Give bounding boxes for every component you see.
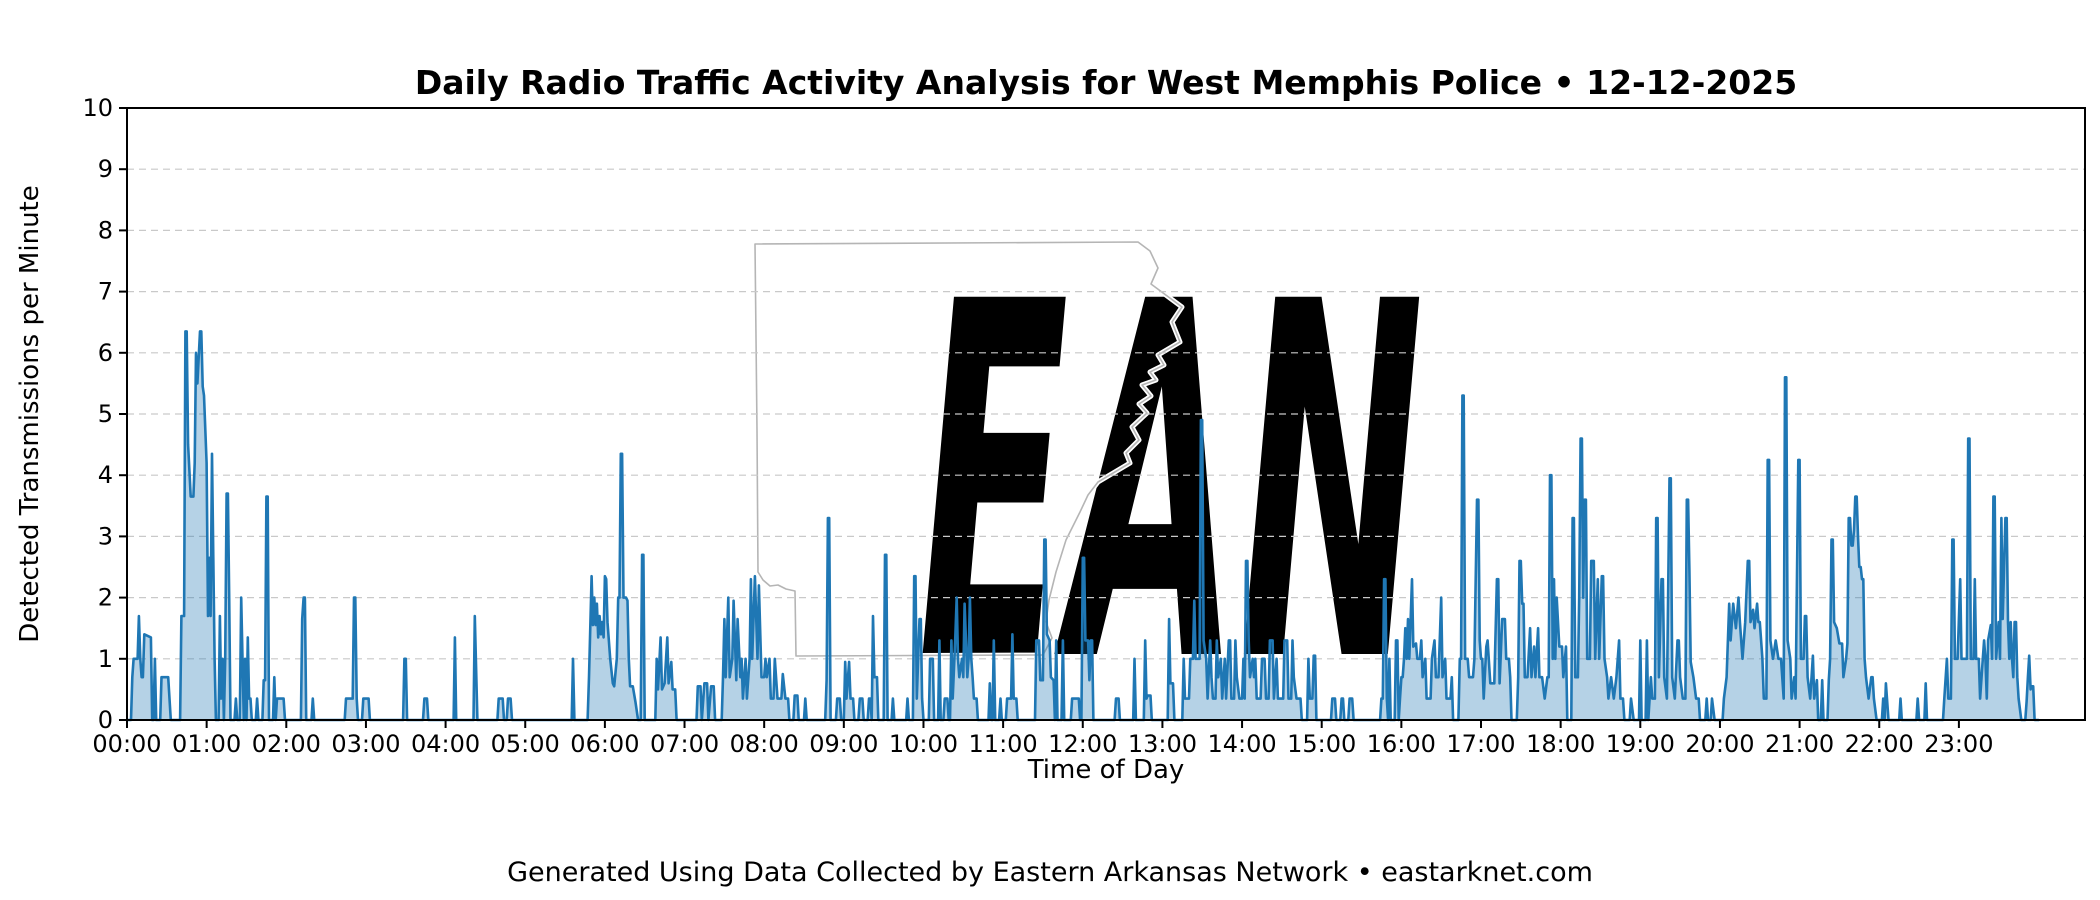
- x-tick-label-01:00: 01:00: [172, 730, 241, 758]
- x-tick-label-17:00: 17:00: [1446, 730, 1515, 758]
- y-tick-label-3: 3: [98, 522, 113, 550]
- y-tick-label-8: 8: [98, 216, 113, 244]
- x-tick-label-16:00: 16:00: [1367, 730, 1436, 758]
- x-tick-label-04:00: 04:00: [411, 730, 480, 758]
- x-tick-label-18:00: 18:00: [1526, 730, 1595, 758]
- x-tick-label-05:00: 05:00: [491, 730, 560, 758]
- y-tick-label-2: 2: [98, 584, 113, 612]
- x-axis-label: Time of Day: [1027, 755, 1185, 785]
- y-tick-label-9: 9: [98, 155, 113, 183]
- x-tick-label-07:00: 07:00: [650, 730, 719, 758]
- x-tick-label-22:00: 22:00: [1845, 730, 1914, 758]
- x-tick-label-14:00: 14:00: [1207, 730, 1276, 758]
- activity-line: [125, 330, 2040, 722]
- x-tick-label-19:00: 19:00: [1606, 730, 1675, 758]
- x-tick-label-09:00: 09:00: [809, 730, 878, 758]
- y-tick-label-5: 5: [98, 400, 113, 428]
- x-tick-label-08:00: 08:00: [730, 730, 799, 758]
- x-tick-label-15:00: 15:00: [1287, 730, 1356, 758]
- arkansas-outline: [754, 241, 1183, 657]
- y-axis-ticks: 0 1 2 3 4 5 6 7 8 9 10: [82, 94, 127, 734]
- x-axis-ticks: 00:00 01:00 02:00 03:00 04:00 05:00 06:00 07:00…: [92, 720, 1993, 758]
- x-tick-label-20:00: 20:00: [1685, 730, 1754, 758]
- y-tick-label-10: 10: [82, 94, 113, 122]
- x-tick-label-00:00: 00:00: [92, 730, 161, 758]
- footer-credit: Generated Using Data Collected by Easter…: [507, 857, 1593, 888]
- x-tick-label-06:00: 06:00: [570, 730, 639, 758]
- y-tick-label-6: 6: [98, 339, 113, 367]
- y-tick-label-4: 4: [98, 461, 113, 489]
- chart-title: Daily Radio Traffic Activity Analysis fo…: [415, 63, 1797, 102]
- y-tick-label-0: 0: [98, 706, 113, 734]
- x-tick-label-23:00: 23:00: [1924, 730, 1993, 758]
- x-tick-label-03:00: 03:00: [331, 730, 400, 758]
- y-tick-label-7: 7: [98, 278, 113, 306]
- x-tick-label-12:00: 12:00: [1048, 730, 1117, 758]
- x-tick-label-13:00: 13:00: [1128, 730, 1197, 758]
- y-tick-label-1: 1: [98, 645, 113, 673]
- x-tick-label-10:00: 10:00: [889, 730, 958, 758]
- x-tick-label-21:00: 21:00: [1765, 730, 1834, 758]
- y-axis-label: Detected Transmissions per Minute: [15, 185, 45, 643]
- x-tick-label-02:00: 02:00: [252, 730, 321, 758]
- x-tick-label-11:00: 11:00: [969, 730, 1038, 758]
